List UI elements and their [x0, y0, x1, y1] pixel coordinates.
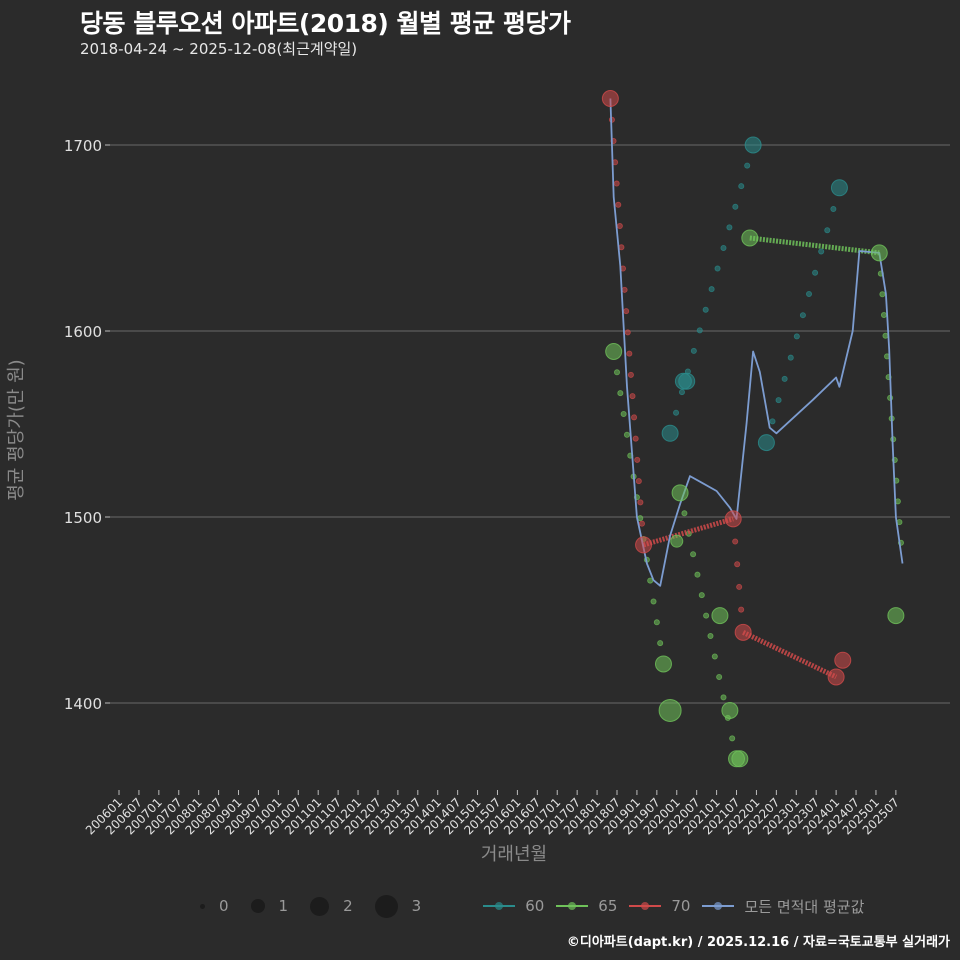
data-point-70 — [734, 623, 752, 641]
size-circle-icon — [250, 899, 265, 913]
data-point-65 — [870, 244, 888, 262]
legend-line-icon — [702, 902, 735, 910]
series-legend-item: 모든 면적대 평균값 — [702, 896, 864, 917]
size-legend-item: 3 — [374, 894, 432, 918]
series-legend-label: 60 — [525, 897, 545, 915]
data-point-60 — [678, 372, 696, 390]
data-point-70 — [724, 510, 742, 528]
average-price-line — [609, 98, 904, 587]
size-legend-label: 0 — [219, 897, 229, 915]
data-point-65 — [654, 655, 672, 673]
x-axis-label: 거래년월 — [481, 844, 547, 865]
data-point-65 — [731, 750, 749, 768]
data-point-65 — [721, 701, 739, 719]
size-circle-icon — [310, 896, 330, 916]
size-circle-icon — [374, 894, 398, 918]
series-legend-label: 65 — [598, 897, 618, 915]
legend: 0 1 2 3 60 65 70 모든 면적대 평균값 — [200, 893, 876, 919]
data-point-60 — [830, 179, 848, 197]
size-legend-label: 3 — [411, 897, 422, 915]
data-point-65 — [658, 698, 682, 722]
data-point-65 — [711, 607, 729, 625]
trend-segment — [742, 630, 838, 680]
size-legend-item: 0 — [200, 897, 239, 915]
data-point-65 — [605, 342, 623, 360]
y-axis-label: 평균 평당가(만 원) — [6, 359, 27, 500]
data-point-65 — [670, 534, 684, 548]
size-circle-icon — [200, 903, 205, 909]
y-axis: 1400 1500 1600 1700 — [64, 137, 110, 713]
data-point-70 — [635, 536, 653, 554]
chart-subtitle: 2018-04-24 ~ 2025-12-08(최근계약일) — [80, 40, 358, 58]
x-axis: 2006012006072007012007072008012008072009… — [83, 790, 902, 838]
data-point-65 — [741, 229, 759, 247]
size-legend-item: 2 — [310, 896, 363, 916]
y-tick-label: 1600 — [64, 323, 102, 341]
interpolation-dots — [608, 116, 904, 742]
data-point-65 — [887, 607, 905, 625]
data-points — [601, 90, 905, 768]
y-tick-label: 1500 — [64, 509, 102, 527]
series-legend-item: 70 — [629, 897, 690, 915]
data-point-60 — [757, 434, 775, 452]
legend-line-icon — [629, 902, 662, 910]
data-point-65 — [671, 484, 689, 502]
series-legend-item: 60 — [483, 897, 544, 915]
data-point-60 — [661, 424, 679, 442]
legend-line-icon — [556, 902, 589, 910]
trend-segments — [642, 235, 880, 680]
size-legend: 0 1 2 3 — [200, 894, 443, 918]
series-legend-label: 70 — [671, 897, 691, 915]
data-point-70 — [827, 668, 845, 686]
legend-line-icon — [483, 902, 516, 910]
grid-lines — [110, 144, 950, 704]
data-point-60 — [744, 136, 762, 154]
trend-segment — [642, 516, 734, 548]
y-tick-label: 1400 — [64, 695, 102, 713]
size-legend-label: 1 — [278, 897, 289, 915]
series-legend-label: 모든 면적대 평균값 — [744, 897, 865, 916]
trend-segment — [749, 235, 880, 256]
data-point-70 — [601, 90, 619, 107]
size-legend-item: 1 — [250, 897, 299, 915]
footer-credit: ©디아파트(dapt.kr) / 2025.12.16 / 자료=국토교통부 실… — [566, 935, 950, 950]
average-line — [609, 98, 904, 587]
chart-title: 당동 블루오션 아파트(2018) 월별 평균 평당가 — [80, 9, 571, 38]
data-point-70 — [834, 651, 852, 669]
y-tick-label: 1700 — [64, 137, 102, 155]
series-legend: 60 65 70 모든 면적대 평균값 — [483, 896, 876, 917]
size-legend-label: 2 — [343, 897, 353, 915]
series-legend-item: 65 — [556, 897, 617, 915]
